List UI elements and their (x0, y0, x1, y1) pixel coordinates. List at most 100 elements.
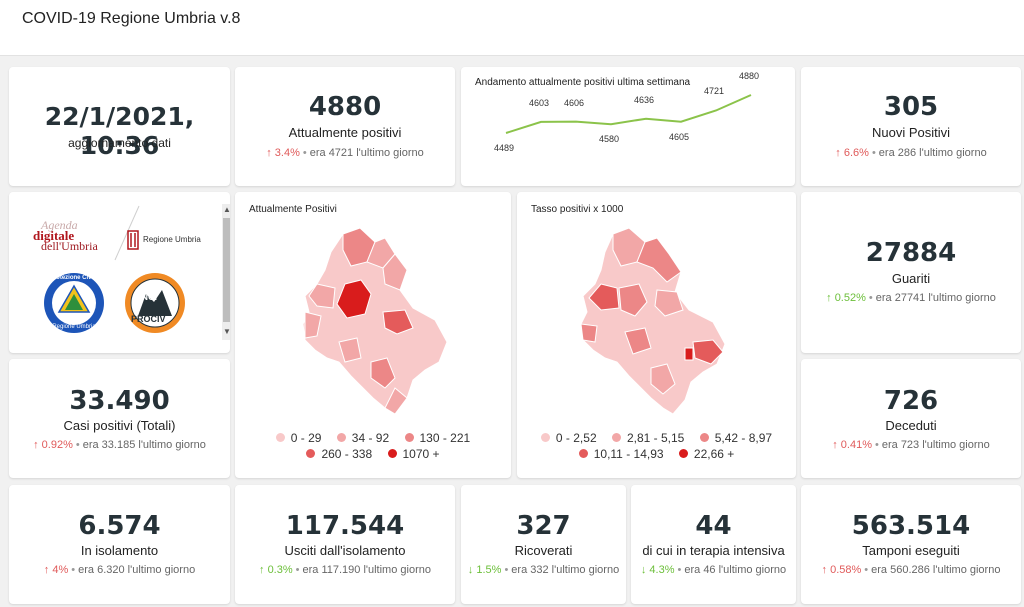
arrow-up-icon: ↑ (826, 292, 832, 304)
scrollbar[interactable]: ▲ ▼ (222, 204, 230, 340)
trend-line (505, 94, 752, 134)
app-title: COVID-19 Regione Umbria v.8 (22, 10, 241, 27)
legend-item: 260 - 338 (306, 447, 372, 461)
update-card: 22/1/2021, 10:36 aggiornamento dati (9, 67, 230, 186)
tamponi-card: 563.514 Tamponi eseguiti ↑ 0.58% • era 560… (801, 485, 1021, 604)
kpi-value: 4880 (308, 92, 382, 122)
delta-percent: 4% (52, 564, 69, 576)
kpi-delta: ↓ 1.5% • era 332 l'ultimo giorno (467, 564, 620, 576)
legend-item: 10,11 - 14,93 (578, 447, 664, 461)
update-label: aggiornamento dati (68, 136, 171, 150)
delta-percent: 0.52% (834, 292, 866, 304)
kpi-delta: ↑ 0.3% • era 117.190 l'ultimo giorno (259, 564, 431, 576)
isolamento-card: 6.574 In isolamento ↑ 4% • era 6.320 l'ult… (9, 485, 230, 604)
trend-title: Andamento attualmente positivi ultima se… (475, 77, 691, 88)
kpi-delta: ↑ 0.92% • era 33.185 l'ultimo giorno (33, 439, 206, 451)
arrow-up-icon: ↑ (821, 564, 828, 576)
delta-percent: 0.58% (830, 564, 862, 576)
map-legend: 0 - 29 34 - 92 130 - 221 (235, 431, 511, 445)
umbria-map-tasso[interactable] (517, 192, 796, 478)
delta-percent: 0.41% (840, 439, 872, 451)
kpi-label: Usciti dall'isolamento (284, 543, 406, 558)
protezione-civile-top-text: Protezione Civile (49, 275, 99, 281)
delta-percent: 0.92% (41, 439, 73, 451)
arrow-up-icon: ↑ (259, 564, 265, 576)
arrow-up-icon: ↑ (266, 147, 272, 159)
map-legend-row2: 10,11 - 14,93 22,66 + (517, 447, 796, 461)
kpi-label: Tamponi eseguiti (862, 543, 960, 558)
scroll-thumb[interactable] (223, 218, 230, 322)
umbria-map-positivi[interactable] (235, 192, 511, 478)
delta-previous: era 46 l'ultimo giorno (684, 564, 787, 576)
kpi-value: 33.490 (69, 386, 170, 416)
kpi-label: Casi positivi (Totali) (63, 418, 176, 433)
kpi-value: 44 (695, 511, 732, 541)
kpi-label: In isolamento (80, 543, 159, 558)
trend-point-label: 4721 (704, 86, 725, 97)
delta-percent: 4.3% (649, 564, 675, 576)
kpi-delta: ↑ 0.58% • era 560.286 l'ultimo giorno (821, 564, 1001, 576)
delta-percent: 6.6% (843, 147, 869, 159)
map-positivi-card: Attualmente Positivi 0 - 29 34 - 92 130 … (235, 192, 511, 478)
agenda-digitale-logo: Agenda digitale dell'Umbria (33, 218, 98, 253)
scroll-down-button[interactable]: ▼ (223, 327, 230, 336)
trend-card: Andamento attualmente positivi ultima se… (461, 67, 795, 186)
arrow-down-icon: ↓ (467, 564, 474, 576)
map-title: Tasso positivi x 1000 (531, 204, 624, 215)
kpi-value: 305 (883, 92, 939, 122)
kpi-label: Attualmente positivi (288, 125, 402, 140)
delta-previous: era 560.286 l'ultimo giorno (871, 564, 1001, 576)
kpi-label: Nuovi Positivi (871, 125, 951, 140)
protezione-civile-logo (44, 273, 104, 333)
kpi-label: Guariti (891, 271, 931, 286)
trend-point-label: 4580 (599, 134, 620, 145)
legend-item: 2,81 - 5,15 (611, 431, 684, 445)
regione-emblem-icon (127, 230, 139, 250)
regione-umbria-logo: Regione Umbria (127, 228, 207, 252)
delta-percent: 0.3% (267, 564, 293, 576)
kpi-delta: ↓ 4.3% • era 46 l'ultimo giorno (640, 564, 787, 576)
attualmente-positivi-card: 4880 Attualmente positivi ↑ 3.4% • era 472… (235, 67, 455, 186)
scroll-up-button[interactable]: ▲ (223, 205, 230, 214)
app-header: COVID-19 Regione Umbria v.8 (0, 0, 1024, 56)
kpi-label: di cui in terapia intensiva (642, 543, 785, 558)
arrow-down-icon: ↓ (640, 564, 647, 576)
prociv-text: PROCIV (131, 314, 166, 324)
ricoverati-card: 327 Ricoverati ↓ 1.5% • era 332 l'ultimo g… (461, 485, 626, 604)
usciti-card: 117.544 Usciti dall'isolamento ↑ 0.3% • er… (235, 485, 455, 604)
map-legend-row2: 260 - 338 1070 + (235, 447, 511, 461)
delta-previous: era 286 l'ultimo giorno (878, 147, 987, 159)
delta-previous: era 33.185 l'ultimo giorno (82, 439, 206, 451)
protezione-civile-bottom-text: Regione Umbria (52, 324, 96, 330)
map-title: Attualmente Positivi (249, 204, 337, 215)
trend-point-label: 4605 (669, 131, 690, 142)
map-tasso-card: Tasso positivi x 1000 0 - 2,52 2,81 - 5,… (517, 192, 796, 478)
arrow-up-icon: ↑ (33, 439, 39, 451)
kpi-value: 6.574 (78, 511, 161, 541)
delta-previous: era 27741 l'ultimo giorno (875, 292, 996, 304)
trend-chart (505, 94, 752, 134)
arrow-up-icon: ↑ (835, 147, 841, 159)
legend-item: 34 - 92 (336, 431, 389, 445)
guariti-card: 27884 Guariti ↑ 0.52% • era 27741 l'ultimo… (801, 192, 1021, 353)
delta-previous: era 723 l'ultimo giorno (881, 439, 990, 451)
logos-card: Agenda digitale dell'Umbria Regione Umbr… (9, 192, 230, 353)
anci-prociv-logo (125, 273, 185, 333)
terapia-intensiva-card: 44 di cui in terapia intensiva ↓ 4.3% • er… (631, 485, 796, 604)
trend-point-label: 4880 (739, 71, 760, 81)
delta-percent: 1.5% (476, 564, 502, 576)
kpi-value: 27884 (865, 238, 957, 268)
arrow-up-icon: ↑ (43, 564, 50, 576)
delta-previous: era 6.320 l'ultimo giorno (78, 564, 196, 576)
kpi-value: 117.544 (285, 511, 405, 541)
legend-item: 0 - 29 (275, 431, 321, 445)
kpi-value: 726 (883, 386, 939, 416)
kpi-delta: ↑ 0.41% • era 723 l'ultimo giorno (832, 439, 990, 451)
divider-line (114, 205, 140, 261)
legend-item: 0 - 2,52 (540, 431, 597, 445)
deceduti-card: 726 Deceduti ↑ 0.41% • era 723 l'ultimo gi… (801, 359, 1021, 478)
kpi-value: 327 (516, 511, 571, 541)
kpi-value: 563.514 (851, 511, 971, 541)
anci-text: ANCI (135, 292, 157, 302)
trend-point-label: 4603 (529, 97, 550, 108)
